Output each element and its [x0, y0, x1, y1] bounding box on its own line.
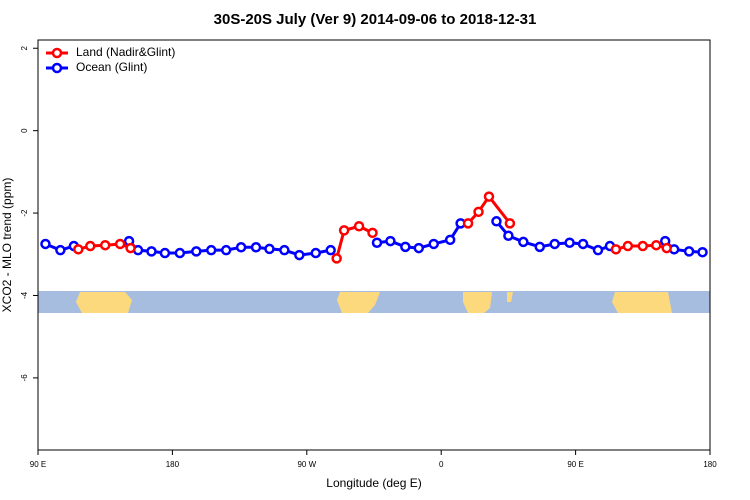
- y-tick-label: -2: [20, 209, 29, 217]
- data-point: [491, 216, 502, 227]
- data-point: [146, 246, 157, 257]
- x-tick-label: 90 E: [567, 460, 583, 469]
- data-point: [85, 240, 96, 252]
- x-tick-label: 0: [439, 460, 444, 469]
- x-tick-label: 90 E: [30, 460, 46, 469]
- data-point: [191, 246, 202, 257]
- x-tick-label: 180: [166, 460, 180, 469]
- data-point: [174, 247, 186, 259]
- legend-marker: [51, 62, 63, 74]
- data-point: [114, 238, 126, 250]
- x-tick-label: 180: [703, 460, 717, 469]
- map-strip: [38, 291, 710, 313]
- data-point: [125, 242, 136, 254]
- legend-marker: [51, 47, 63, 59]
- legend-label: Land (Nadir&Glint): [76, 45, 175, 59]
- data-point: [683, 246, 695, 257]
- data-point: [264, 243, 275, 255]
- y-axis-label: XCO2 - MLO trend (ppm): [0, 178, 14, 313]
- legend-label: Ocean (Glint): [76, 60, 147, 74]
- data-point: [473, 206, 484, 218]
- data-point: [159, 247, 171, 259]
- y-tick-label: 2: [20, 45, 29, 50]
- data-point: [413, 242, 425, 254]
- data-point: [294, 249, 305, 261]
- data-point: [235, 242, 247, 253]
- data-point: [99, 239, 111, 251]
- y-tick-label: -4: [20, 291, 29, 299]
- data-point: [205, 244, 217, 256]
- data-point: [367, 227, 378, 239]
- data-point: [462, 218, 474, 229]
- data-point: [371, 237, 383, 248]
- data-point: [637, 240, 649, 252]
- x-axis-label: Longitude (deg E): [326, 476, 421, 490]
- data-point: [622, 240, 634, 252]
- data-point: [385, 235, 396, 247]
- data-point: [504, 218, 516, 229]
- data-point: [534, 241, 546, 253]
- plot-frame: [37, 39, 711, 451]
- data-point: [549, 238, 560, 250]
- data-point: [483, 191, 495, 202]
- data-point: [353, 221, 365, 232]
- series-line: [44, 220, 703, 257]
- data-point: [331, 253, 342, 264]
- y-tick-label: 0: [20, 128, 29, 133]
- data-point: [325, 244, 336, 256]
- data-point: [310, 247, 322, 259]
- data-point: [577, 238, 589, 250]
- data-point: [220, 244, 232, 256]
- data-point: [279, 244, 290, 256]
- y-tick-label: -6: [20, 374, 29, 382]
- data-point: [503, 230, 514, 241]
- data-point: [610, 244, 622, 255]
- chart-title: 30S-20S July (Ver 9) 2014-09-06 to 2018-…: [214, 11, 537, 28]
- x-tick-label: 90 W: [297, 460, 316, 469]
- data-point: [592, 244, 604, 256]
- data-point: [444, 234, 456, 246]
- data-point: [564, 237, 575, 248]
- data-point: [697, 246, 708, 258]
- data-point: [650, 239, 662, 251]
- data-point: [40, 238, 51, 250]
- data-point: [73, 244, 84, 255]
- data-point: [428, 238, 439, 250]
- data-point: [661, 242, 672, 254]
- data-point: [55, 244, 66, 256]
- data-point: [250, 242, 262, 253]
- data-point: [518, 236, 529, 248]
- data-point: [400, 241, 411, 253]
- data-point: [338, 225, 350, 236]
